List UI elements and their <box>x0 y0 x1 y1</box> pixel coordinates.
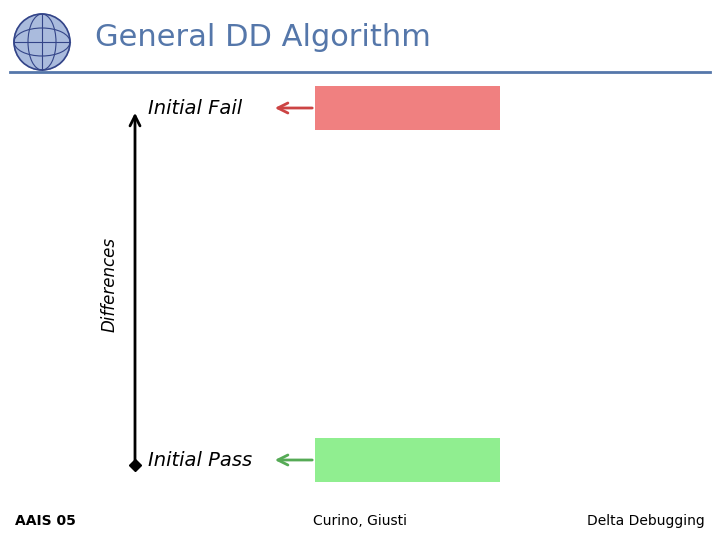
Circle shape <box>14 14 70 70</box>
Text: Curino, Giusti: Curino, Giusti <box>313 514 407 528</box>
Text: General DD Algorithm: General DD Algorithm <box>95 24 431 52</box>
Bar <box>315 86 500 130</box>
Text: AAIS 05: AAIS 05 <box>15 514 76 528</box>
Text: Initial Pass: Initial Pass <box>148 450 252 469</box>
Text: Initial Fail: Initial Fail <box>148 98 242 118</box>
Text: Differences: Differences <box>101 238 119 333</box>
Bar <box>315 438 500 482</box>
Text: Delta Debugging: Delta Debugging <box>588 514 705 528</box>
